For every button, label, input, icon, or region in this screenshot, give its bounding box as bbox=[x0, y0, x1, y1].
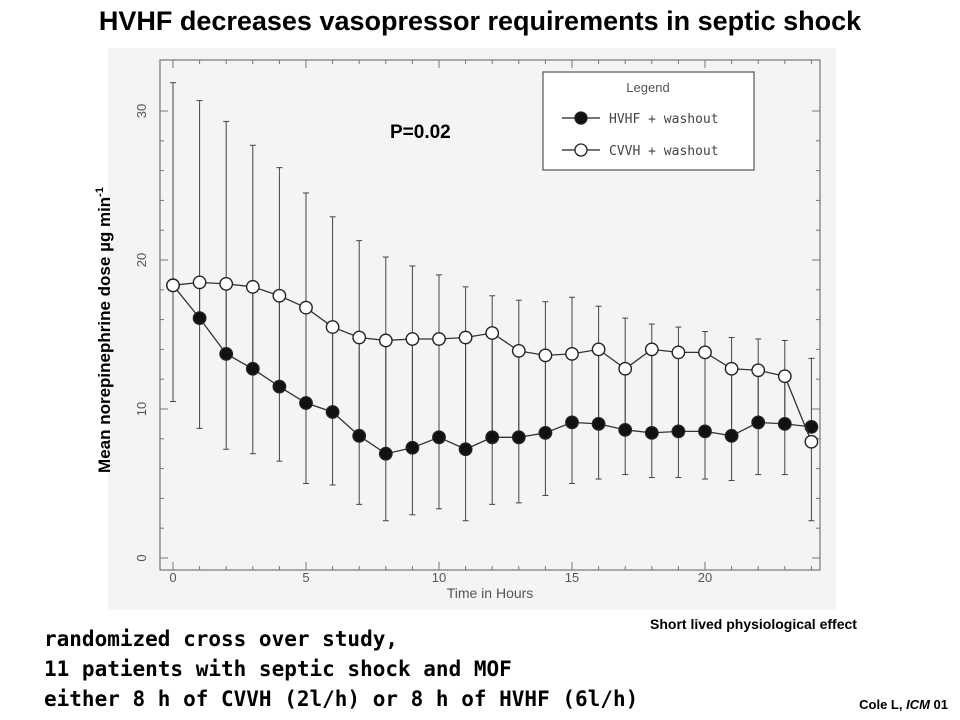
x-tick-label: 15 bbox=[565, 570, 579, 585]
x-tick-label: 10 bbox=[432, 570, 446, 585]
citation-journal: ICM bbox=[906, 697, 930, 712]
hvhf-point bbox=[378, 446, 393, 461]
cvvh-point bbox=[219, 276, 234, 291]
cvvh-point bbox=[618, 361, 633, 376]
cvvh-point bbox=[751, 363, 766, 378]
cvvh-point bbox=[166, 278, 180, 293]
cvvh-point bbox=[245, 279, 260, 294]
study-line-3: either 8 h of CVVH (2l/h) or 8 h of HVHF… bbox=[44, 687, 639, 711]
legend: Legend HVHF + washout CVVH + washout bbox=[542, 71, 755, 171]
legend-hvhf-label: HVHF + washout bbox=[609, 112, 719, 127]
cvvh-point bbox=[644, 342, 659, 357]
cvvh-point bbox=[591, 342, 606, 357]
hvhf-point bbox=[751, 415, 766, 430]
hvhf-point bbox=[219, 346, 234, 361]
x-axis-label: Time in Hours bbox=[447, 585, 534, 601]
hvhf-point bbox=[511, 430, 526, 445]
cvvh-point bbox=[458, 330, 473, 345]
cvvh-point bbox=[299, 300, 313, 315]
legend-hvhf-marker bbox=[574, 111, 588, 125]
cvvh-point bbox=[804, 434, 819, 449]
x-tick-label: 20 bbox=[698, 570, 712, 585]
cvvh-point bbox=[511, 343, 526, 358]
cvvh-point bbox=[405, 332, 420, 346]
legend-cvvh-marker bbox=[574, 143, 588, 157]
hvhf-point bbox=[644, 425, 659, 440]
hvhf-point bbox=[352, 428, 367, 443]
effect-note: Short lived physiological effect bbox=[650, 616, 857, 632]
hvhf-point bbox=[698, 424, 712, 439]
cvvh-point bbox=[432, 332, 446, 346]
cvvh-point bbox=[538, 348, 553, 363]
hvhf-point bbox=[192, 311, 207, 326]
hvhf-point bbox=[272, 379, 287, 394]
cvvh-point bbox=[378, 333, 393, 348]
y-axis-label: Mean norepinephrine dose µg min-1 bbox=[94, 187, 114, 473]
legend-title: Legend bbox=[626, 80, 669, 95]
hvhf-point bbox=[671, 424, 686, 439]
cvvh-point bbox=[272, 288, 287, 303]
x-tick-label: 0 bbox=[169, 570, 176, 585]
study-description: randomized cross over study, 11 patients… bbox=[44, 624, 638, 714]
cvvh-point bbox=[325, 320, 340, 334]
hvhf-point bbox=[777, 416, 792, 431]
hvhf-point bbox=[724, 428, 739, 443]
citation: Cole L, ICM 01 bbox=[859, 697, 948, 712]
hvhf-point bbox=[485, 430, 500, 445]
study-line-1: randomized cross over study, bbox=[44, 627, 399, 651]
cvvh-point bbox=[698, 345, 712, 360]
slide-title: HVHF decreases vasopressor requirements … bbox=[98, 6, 862, 36]
cvvh-point bbox=[192, 275, 207, 290]
p-value-annotation: P=0.02 bbox=[390, 122, 451, 143]
plot-frame bbox=[159, 59, 821, 571]
cvvh-point bbox=[485, 326, 500, 340]
legend-cvvh-label: CVVH + washout bbox=[609, 144, 719, 159]
y-tick-label: 10 bbox=[134, 402, 149, 416]
hvhf-point bbox=[405, 440, 420, 455]
y-tick-label: 20 bbox=[134, 253, 149, 267]
hvhf-point bbox=[245, 361, 260, 376]
hvhf-point bbox=[432, 430, 446, 445]
cvvh-point bbox=[565, 346, 579, 361]
study-line-2: 11 patients with septic shock and MOF bbox=[44, 657, 512, 681]
x-tick-label: 5 bbox=[302, 570, 309, 585]
hvhf-point bbox=[325, 405, 340, 419]
y-tick-label: 30 bbox=[134, 104, 149, 118]
hvhf-point bbox=[299, 396, 313, 410]
citation-year: 01 bbox=[929, 697, 948, 712]
cvvh-point bbox=[777, 369, 792, 384]
chart-layer: 0 5 10 15 20 0 10 20 30 Time in Hours Mean norepin… bbox=[94, 59, 821, 601]
hvhf-point bbox=[618, 422, 633, 437]
y-tick-label: 0 bbox=[134, 554, 149, 561]
cvvh-point bbox=[352, 330, 367, 345]
hvhf-point bbox=[591, 416, 606, 431]
hvhf-point bbox=[538, 425, 553, 440]
hvhf-point bbox=[458, 442, 473, 457]
cvvh-point bbox=[671, 345, 686, 360]
hvhf-point bbox=[565, 415, 579, 430]
cvvh-point bbox=[724, 361, 739, 376]
citation-author: Cole L, bbox=[859, 697, 907, 712]
